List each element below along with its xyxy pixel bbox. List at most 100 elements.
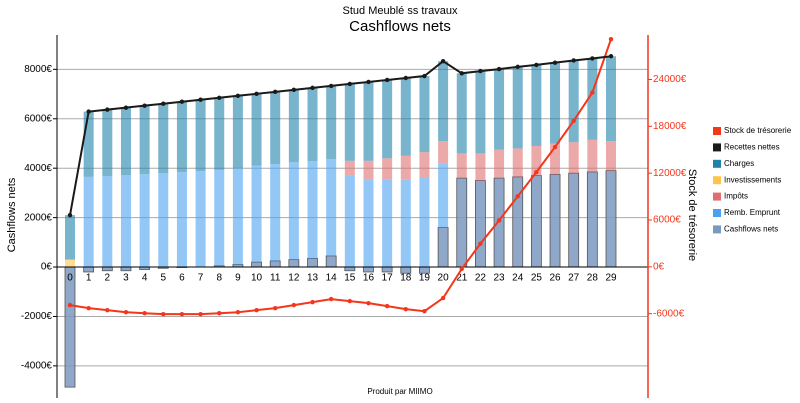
bar <box>587 58 598 140</box>
point <box>67 302 73 308</box>
bar <box>101 266 113 272</box>
point <box>384 303 390 309</box>
bar <box>214 97 225 170</box>
point <box>142 103 147 108</box>
point <box>235 93 241 98</box>
bar <box>363 160 374 180</box>
bar <box>530 175 542 268</box>
point <box>217 311 222 316</box>
bar <box>568 60 579 143</box>
bar <box>605 170 617 268</box>
bar <box>158 103 169 174</box>
x-tick-label: 7 <box>198 273 204 284</box>
bar <box>325 255 337 268</box>
y2-axis-label: Stock de trésorerie <box>686 169 698 261</box>
point <box>198 97 203 102</box>
point <box>328 83 334 89</box>
bar <box>400 77 411 156</box>
bar <box>475 153 486 181</box>
bar <box>494 69 505 150</box>
y2-tick-label: -6000€ <box>653 308 685 319</box>
bar <box>400 155 411 180</box>
point <box>403 306 408 312</box>
bar <box>568 172 580 268</box>
y-tick-label: 4000€ <box>24 163 52 174</box>
point <box>478 241 483 246</box>
point <box>478 68 483 74</box>
point <box>590 90 595 95</box>
point <box>347 298 353 304</box>
point <box>310 299 315 305</box>
bar <box>83 176 94 268</box>
point <box>534 169 539 175</box>
point <box>217 95 222 100</box>
point <box>440 295 446 301</box>
bar <box>419 152 430 179</box>
point <box>67 212 73 218</box>
point <box>347 81 353 87</box>
x-tick-label: 28 <box>587 273 599 284</box>
point <box>86 305 91 311</box>
legend-swatch <box>713 225 721 234</box>
x-tick-label: 27 <box>568 273 580 284</box>
bar <box>307 257 318 268</box>
x-tick-label: 0 <box>67 273 73 284</box>
point <box>534 62 539 68</box>
bar <box>120 266 132 272</box>
point <box>590 56 595 61</box>
bar <box>176 101 187 173</box>
point <box>161 101 166 106</box>
point <box>366 79 371 85</box>
point <box>515 194 520 199</box>
point <box>273 89 278 95</box>
bar <box>288 89 299 163</box>
bar <box>456 153 467 179</box>
bar <box>587 139 598 172</box>
y-axis-label: Cashflows nets <box>6 177 18 252</box>
point <box>552 60 558 65</box>
bar <box>549 173 561 268</box>
bar <box>456 177 468 268</box>
y-tick-label: 2000€ <box>24 212 52 223</box>
legend-swatch <box>713 127 721 135</box>
line <box>69 38 612 316</box>
line <box>69 55 612 216</box>
bar <box>344 83 355 161</box>
point <box>403 75 408 81</box>
legend-label: Impôts <box>724 192 748 201</box>
point <box>422 308 427 314</box>
bar <box>139 174 150 268</box>
x-tick-label: 4 <box>142 273 148 284</box>
legend-label: Stock de trésorerie <box>724 126 792 135</box>
bar <box>400 179 411 268</box>
y-tick-label: 0€ <box>41 262 53 273</box>
bar <box>606 141 616 171</box>
point <box>86 109 91 114</box>
bar <box>65 259 75 268</box>
bar <box>102 176 113 268</box>
y-tick-label: -2000€ <box>21 311 53 322</box>
legend-label: Charges <box>724 159 754 168</box>
x-tick-label: 6 <box>179 273 185 284</box>
y-tick-label: 6000€ <box>24 113 52 124</box>
point <box>608 54 614 59</box>
bar <box>419 76 430 153</box>
bar <box>195 171 206 268</box>
bar <box>270 163 281 261</box>
x-tick-label: 14 <box>326 273 338 284</box>
bar <box>139 105 150 175</box>
x-tick-label: 1 <box>86 273 92 284</box>
bar <box>214 169 225 266</box>
point <box>254 307 259 313</box>
x-tick-label: 13 <box>307 273 319 284</box>
y-tick-label: -4000€ <box>21 361 53 372</box>
point <box>496 218 502 223</box>
bar <box>195 99 206 172</box>
bar <box>232 95 243 169</box>
bar <box>83 266 95 273</box>
point <box>254 91 259 97</box>
legend-label: Recettes nettes <box>724 143 780 152</box>
x-tick-label: 29 <box>605 273 617 284</box>
point <box>459 266 464 272</box>
y2-tick-label: 24000€ <box>653 74 687 85</box>
